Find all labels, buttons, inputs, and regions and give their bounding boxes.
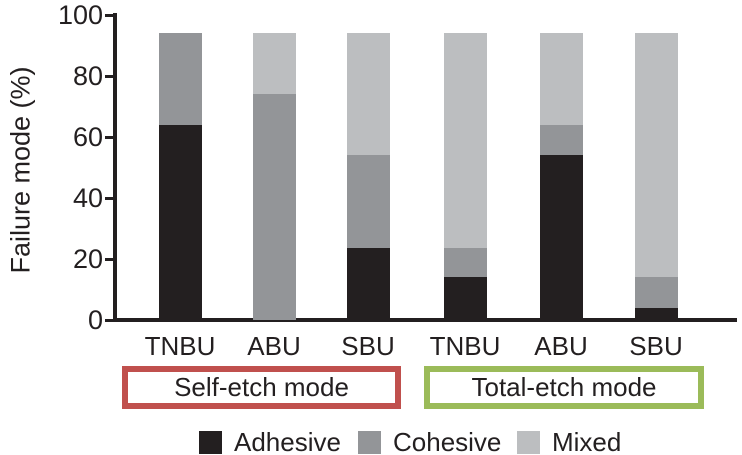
- legend-label-cohesive: Cohesive: [393, 427, 502, 455]
- legend-item-adhesive: Adhesive: [199, 427, 341, 455]
- y-axis-title: Failure mode (%): [5, 66, 36, 274]
- x-axis-label-tnbu: TNBU: [144, 331, 216, 361]
- legend-swatch-mixed: [517, 430, 540, 454]
- total-etch-group-label: Total-etch mode: [471, 372, 657, 402]
- segment-mixed: [634, 33, 678, 278]
- segment-mixed: [443, 33, 487, 249]
- y-axis-line: [113, 13, 117, 322]
- segment-adhesive: [539, 155, 583, 320]
- x-axis-label-abu: ABU: [534, 331, 588, 361]
- segment-mixed: [346, 33, 390, 156]
- x-axis-label-tnbu: TNBU: [429, 331, 501, 361]
- bar-tnbu-1: [158, 33, 202, 320]
- y-tick-mark: [105, 257, 114, 261]
- segment-cohesive: [346, 155, 390, 249]
- legend-item-mixed: Mixed: [517, 427, 622, 455]
- y-tick-mark: [105, 13, 114, 17]
- segment-cohesive: [539, 124, 583, 156]
- segment-adhesive: [443, 277, 487, 320]
- legend-swatch-adhesive: [199, 430, 222, 454]
- segment-adhesive: [158, 124, 202, 320]
- bar-tnbu-4: [443, 33, 487, 320]
- self-etch-group-box: Self-etch mode: [122, 366, 401, 409]
- x-axis-label-sbu: SBU: [629, 331, 683, 361]
- legend-item-cohesive: Cohesive: [358, 427, 502, 455]
- segment-mixed: [539, 33, 583, 125]
- bar-abu-2: [252, 33, 296, 320]
- y-tick-mark: [105, 74, 114, 78]
- total-etch-group-box: Total-etch mode: [424, 366, 704, 409]
- y-tick-label: 60: [72, 122, 103, 152]
- legend-label-adhesive: Adhesive: [234, 427, 341, 455]
- segment-adhesive: [634, 307, 678, 320]
- bar-abu-5: [539, 33, 583, 320]
- legend-swatch-cohesive: [358, 430, 381, 454]
- x-axis-label-sbu: SBU: [341, 331, 395, 361]
- y-tick-label: 40: [72, 183, 103, 213]
- bar-sbu-3: [346, 33, 390, 320]
- x-axis-line: [113, 318, 737, 322]
- segment-cohesive: [158, 33, 202, 125]
- y-tick-label: 20: [72, 244, 103, 274]
- y-tick-label: 0: [87, 305, 103, 335]
- segment-mixed: [252, 33, 296, 95]
- self-etch-group-label: Self-etch mode: [174, 372, 349, 402]
- segment-cohesive: [252, 94, 296, 320]
- bar-sbu-6: [634, 33, 678, 320]
- y-tick-mark: [105, 196, 114, 200]
- y-tick-mark: [105, 135, 114, 139]
- segment-cohesive: [443, 248, 487, 278]
- y-tick-mark: [105, 318, 114, 322]
- y-tick-label: 100: [57, 0, 103, 30]
- legend-label-mixed: Mixed: [552, 427, 622, 455]
- y-tick-label: 80: [72, 61, 103, 91]
- segment-cohesive: [634, 277, 678, 308]
- segment-adhesive: [346, 248, 390, 320]
- x-axis-label-abu: ABU: [247, 331, 301, 361]
